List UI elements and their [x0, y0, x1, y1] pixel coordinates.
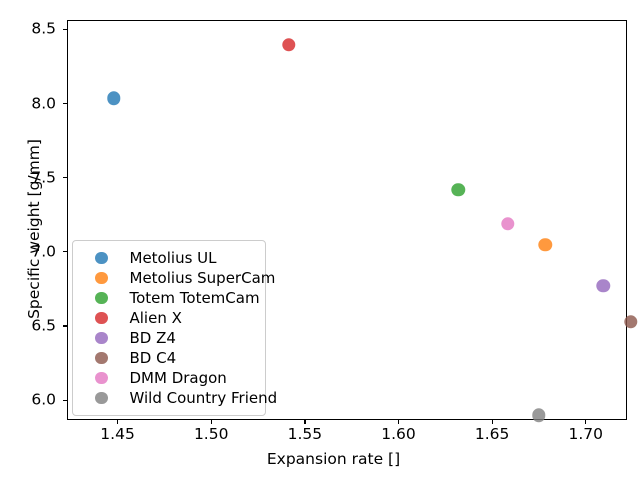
legend-item-label: DMM Dragon — [129, 368, 227, 387]
y-axis-label: Specific weight [g/mm] — [25, 139, 43, 319]
legend-item-label: Wild Country Friend — [129, 388, 278, 407]
legend-marker-icon — [95, 371, 108, 385]
y-tick-label: 7.5 — [31, 167, 56, 186]
y-tick-mark — [63, 28, 67, 30]
legend-marker-icon — [95, 291, 108, 305]
legend-item-label: Alien X — [129, 308, 182, 327]
x-tick-label: 1.60 — [381, 425, 416, 443]
y-tick-mark — [63, 102, 67, 105]
x-tick-label: 1.45 — [100, 425, 135, 443]
legend-item: Totem TotemCam — [81, 288, 260, 308]
data-point — [531, 408, 546, 423]
y-tick-mark — [63, 325, 67, 327]
x-tick-label: 1.50 — [193, 425, 229, 443]
y-tick-label: 8.0 — [31, 93, 56, 112]
y-tick-label: 8.5 — [31, 19, 56, 38]
x-tick-mark — [116, 420, 119, 424]
data-point — [596, 279, 610, 293]
legend-marker-icon — [95, 251, 108, 265]
legend-item-label: Metolius UL — [129, 248, 217, 267]
legend-item-label: Metolius SuperCam — [129, 268, 276, 287]
x-tick-mark — [491, 420, 493, 424]
data-point — [624, 314, 638, 329]
legend-item: Metolius SuperCam — [81, 268, 275, 288]
legend-marker-icon — [95, 391, 108, 405]
data-point — [501, 217, 515, 231]
data-point — [451, 182, 466, 197]
legend-item: Alien X — [81, 308, 257, 328]
legend-item: BD Z4 — [81, 328, 257, 348]
legend-item: Metolius UL — [81, 248, 257, 268]
x-tick-label: 1.65 — [474, 425, 510, 443]
x-tick-label: 1.70 — [568, 425, 604, 443]
x-tick-mark — [397, 420, 400, 424]
y-tick-mark — [63, 251, 67, 253]
y-tick-label: 6.5 — [31, 316, 56, 335]
data-point — [538, 238, 553, 252]
legend-item: DMM Dragon — [81, 368, 257, 388]
data-point — [282, 37, 296, 52]
legend-item-label: BD C4 — [129, 348, 177, 367]
legend-marker-icon — [95, 331, 108, 345]
x-axis-label-text: Expansion rate [] — [266, 450, 401, 468]
x-tick-mark — [304, 420, 306, 424]
legend-item-label: BD Z4 — [129, 328, 176, 347]
y-tick-label: 6.0 — [31, 390, 56, 409]
y-tick-mark — [63, 177, 67, 179]
y-tick-mark — [63, 399, 67, 401]
x-axis-label: Expansion rate [] — [0, 450, 640, 468]
legend: Metolius UL Metolius SuperCam Totem TotemC… — [72, 240, 277, 416]
legend-item: BD C4 — [81, 348, 257, 368]
legend-item: Wild Country Friend — [81, 388, 277, 408]
legend-marker-icon — [95, 271, 108, 285]
legend-item-label: Totem TotemCam — [129, 288, 260, 307]
x-tick-mark — [210, 420, 212, 424]
x-tick-mark — [585, 420, 587, 424]
data-point — [106, 91, 121, 106]
y-tick-label: 7.0 — [31, 242, 56, 261]
legend-marker-icon — [95, 351, 108, 365]
x-tick-label: 1.55 — [287, 425, 323, 443]
legend-marker-icon — [95, 311, 108, 325]
